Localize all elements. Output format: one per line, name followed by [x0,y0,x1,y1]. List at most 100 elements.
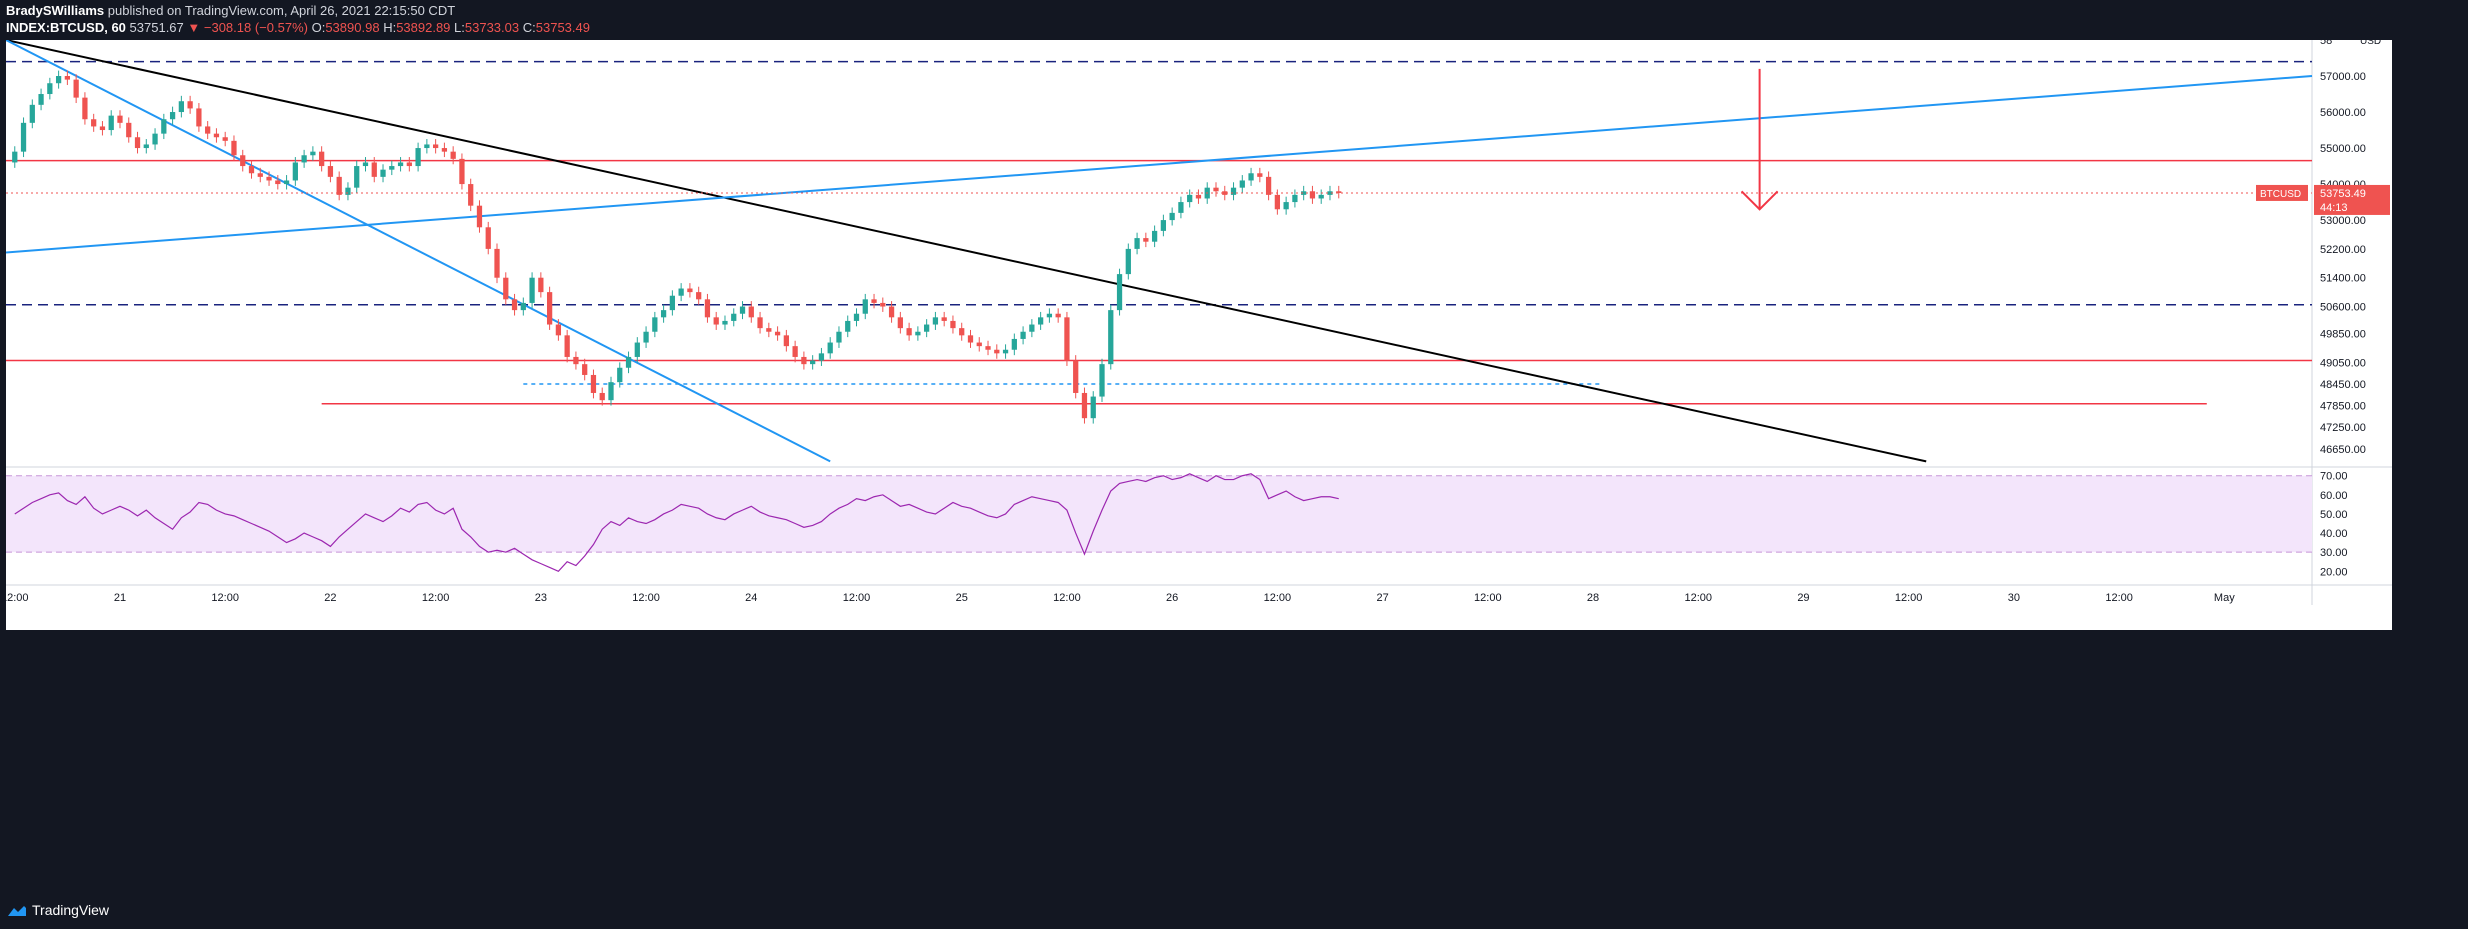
candle-body [1020,332,1025,339]
candle-body [626,357,631,368]
candle-body [915,332,920,336]
price-tick-label: 48450.00 [2320,379,2366,391]
price-tick-label: 51400.00 [2320,273,2366,285]
time-tick-label: 25 [956,592,968,604]
candle-body [310,152,315,156]
time-tick-label: 12:00 [843,592,871,604]
candle-body [1143,238,1148,242]
candle-body [477,206,482,228]
candle-body [240,155,245,166]
candle-body [74,80,79,98]
candle-body [749,307,754,318]
candle-body [933,317,938,324]
open-label: O: [312,20,326,35]
candle-body [950,321,955,328]
countdown-label: 44:13 [2320,202,2348,214]
candle-body [1292,195,1297,202]
candle-body [47,83,52,94]
candle-body [1012,339,1017,350]
candle-body [757,317,762,328]
candle-body [600,393,605,400]
candle-body [389,166,394,170]
candle-body [1275,195,1280,209]
candle-body [1231,188,1236,195]
candle-body [1248,173,1253,180]
candle-body [985,346,990,350]
price-tick-label: 49050.00 [2320,357,2366,369]
candle-body [792,346,797,357]
candle-body [722,321,727,325]
time-tick-label: May [2214,592,2235,604]
candle-body [801,357,806,364]
time-tick-label: 12:00 [1264,592,1292,604]
candle-body [687,289,692,293]
time-tick-label: 12:00 [1053,592,1081,604]
last-price-tag-label: 53753.49 [2320,188,2366,200]
candle-body [284,180,289,184]
time-tick-label: 12:00 [6,592,29,604]
price-tick-label: 46650.00 [2320,444,2366,456]
candle-body [161,119,166,133]
candle-body [301,155,306,162]
candle-body [266,177,271,181]
low-label: L: [454,20,465,35]
candle-body [494,249,499,278]
candle-body [1240,180,1245,187]
candle-body [714,317,719,324]
candle-body [652,317,657,331]
candle-body [1161,220,1166,231]
close-value: 53753.49 [536,20,590,35]
candle-body [1196,195,1201,199]
candle-body [696,292,701,299]
time-tick-label: 12:00 [632,592,660,604]
last-price-label: 53751.67 [130,20,184,35]
time-tick-label: 22 [324,592,336,604]
rsi-tick-label: 50.00 [2320,509,2348,521]
brand-name: TradingView [32,902,109,918]
candle-body [845,321,850,332]
candle-body [363,162,368,166]
tradingview-logo[interactable]: TradingView [6,902,109,918]
rsi-tick-label: 30.00 [2320,547,2348,559]
candle-body [1126,249,1131,274]
candle-body [828,343,833,354]
candle-body [924,325,929,332]
candle-body [126,123,131,137]
candle-body [1152,231,1157,242]
time-tick-label: 29 [1797,592,1809,604]
candle-body [635,343,640,357]
candle-body [1091,397,1096,419]
time-tick-label: 12:00 [422,592,450,604]
candle-body [529,278,534,303]
candle-body [91,119,96,126]
time-tick-label: 30 [2008,592,2020,604]
candle-body [30,105,35,123]
candle-body [1108,310,1113,364]
candle-body [1038,317,1043,324]
candle-body [871,299,876,303]
candle-body [784,335,789,346]
candle-body [1099,364,1104,396]
time-tick-label: 24 [745,592,757,604]
candle-body [152,134,157,145]
rsi-tick-label: 70.00 [2320,471,2348,483]
price-chart[interactable]: 57000.0056000.0055000.0054000.0053000.00… [6,40,2392,890]
candle-body [459,159,464,184]
candle-body [942,317,947,321]
time-tick-label: 12:00 [2105,592,2133,604]
candle-body [135,137,140,148]
symbol-label[interactable]: INDEX:BTCUSD, 60 [6,20,126,35]
candle-body [591,375,596,393]
candle-body [556,325,561,336]
candle-body [451,152,456,159]
candle-body [65,76,70,80]
candle-body [503,278,508,300]
price-tick-label: 56000.00 [2320,107,2366,119]
candle-body [424,144,429,148]
candle-body [547,292,552,324]
time-tick-label: 28 [1587,592,1599,604]
candle-body [582,364,587,375]
author-name[interactable]: BradySWilliams [6,3,104,18]
candle-body [1266,177,1271,195]
chart-header: BradySWilliams published on TradingView.… [6,2,2406,40]
